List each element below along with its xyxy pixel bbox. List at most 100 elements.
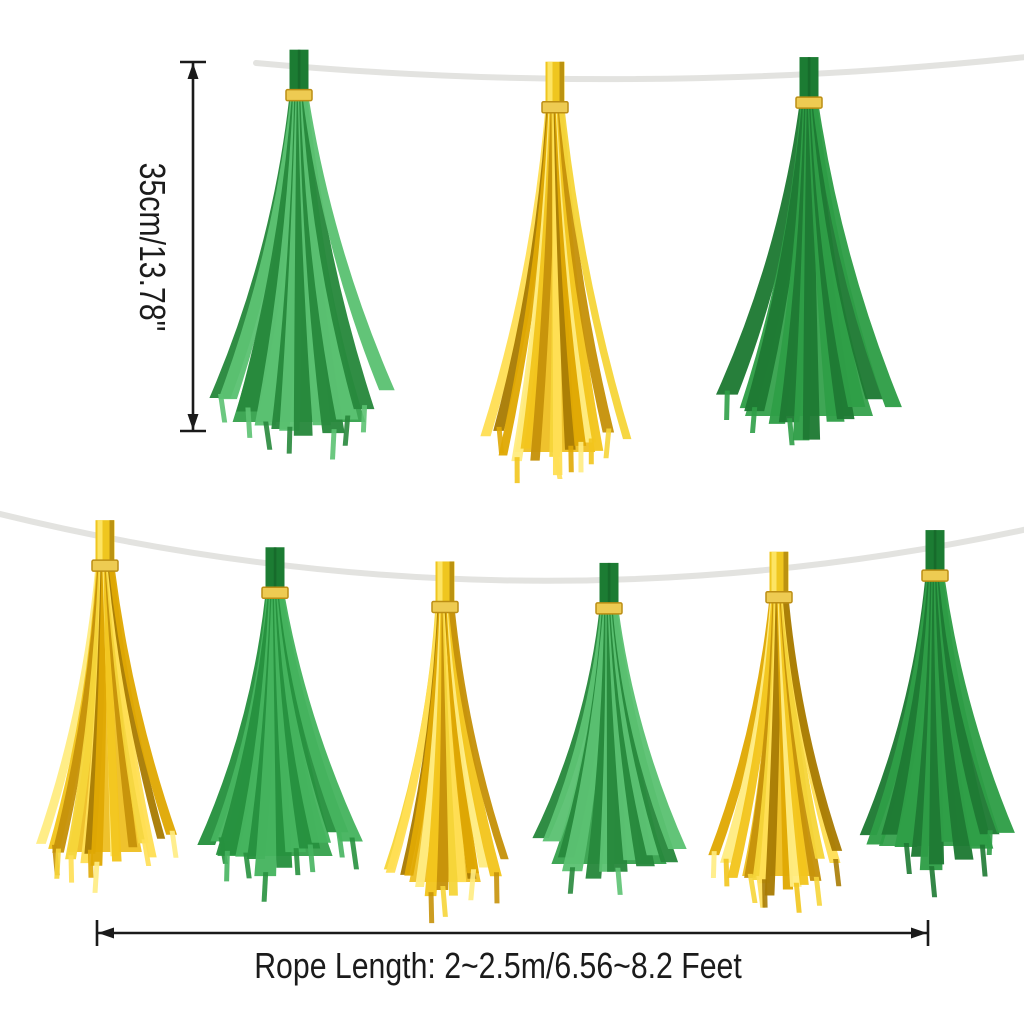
tassel-fringe (360, 405, 368, 433)
tassel-fringe (169, 830, 179, 858)
arrow-up-icon (187, 63, 199, 79)
tassel-fringe (245, 407, 253, 438)
stem-crease (297, 49, 301, 101)
tassel-fringe (724, 390, 730, 420)
rope (0, 510, 1024, 584)
tassel-strand (716, 107, 805, 395)
tassel-fringe (929, 866, 938, 898)
tassel-fringe (307, 844, 316, 873)
tassel-strand (254, 99, 299, 426)
tassel-gold (708, 551, 843, 913)
gold-band (795, 96, 823, 109)
tassel-strand (613, 612, 687, 849)
rope (253, 54, 1024, 83)
tassel-fringe (468, 869, 477, 901)
tassel-fringe (615, 867, 623, 895)
tassel-fringe (349, 837, 359, 870)
tassel-strand (90, 570, 108, 866)
tassel-strand (768, 107, 809, 424)
tassel-fringe (710, 851, 717, 878)
gold-band (595, 602, 623, 615)
tassel-fringe (330, 429, 337, 460)
tassel-fringe (68, 855, 75, 883)
tassel-fringe (979, 844, 988, 877)
tassel-green (209, 49, 395, 460)
tassel-fringe (286, 426, 293, 454)
tassel-fringe (903, 843, 912, 874)
stem-crease (273, 547, 277, 599)
tassel-strand (559, 111, 632, 440)
tassel-fringe (514, 457, 520, 484)
tassel-strand (279, 597, 363, 842)
arrow-down-icon (187, 414, 199, 430)
stem-highlight (771, 551, 777, 603)
tassel-fringe (986, 830, 993, 855)
gold-band (765, 590, 793, 604)
tassel-strand (404, 611, 445, 876)
tassel-strand (783, 601, 843, 851)
tassel-fringe (750, 407, 758, 433)
stem-shadow (449, 561, 454, 613)
vertical-dimension-line (180, 60, 206, 433)
tassel-strand (449, 611, 509, 860)
tassel-fringe (243, 852, 252, 879)
stem-highlight (437, 561, 443, 613)
tassel-fringe (440, 886, 448, 917)
tassel-strand (103, 570, 122, 862)
tassel-strand (424, 611, 447, 897)
tassel-strand (235, 597, 275, 857)
tassel-strand (764, 601, 782, 896)
tassel-fringe (787, 418, 795, 446)
stem-crease (807, 57, 811, 109)
tassel-strand (520, 111, 556, 449)
tassel-green (716, 57, 902, 446)
stem-shadow (109, 520, 114, 572)
tassel-fringe (293, 848, 301, 876)
tassel-gold (480, 61, 632, 484)
gold-band (91, 559, 119, 572)
tassel-fringe (723, 858, 730, 887)
tassel-strand (65, 570, 105, 860)
tassel-strand (744, 107, 808, 412)
tassel-fringe (224, 850, 230, 882)
tassel-strand (109, 570, 177, 835)
tassel-strand (303, 99, 395, 391)
arrow-right-icon (911, 927, 927, 939)
tassel-length-label: 35cm/13.78" (132, 162, 173, 332)
tassel-fringe (603, 428, 612, 459)
tassel-fringe (567, 867, 576, 894)
tassel-strand (511, 111, 555, 462)
tassel-fringe (494, 872, 500, 904)
tassel-fringe (263, 421, 273, 450)
tassel-strand (218, 99, 297, 400)
gold-band (921, 569, 949, 582)
tassel-fringe (54, 848, 61, 879)
tassel-fringe (342, 415, 351, 446)
tassel-fringe (833, 859, 842, 887)
tassel-strand (530, 111, 557, 461)
tassel-fringe (588, 438, 594, 465)
top-garland (209, 49, 1024, 484)
tassel-strand (939, 580, 1015, 833)
stem-shadow (783, 551, 788, 603)
tassel-strand (254, 597, 279, 877)
tassel-strand (813, 107, 902, 408)
tassel-green (532, 562, 687, 895)
tassel-fringe (428, 892, 435, 924)
gold-band (261, 586, 289, 600)
tassel-fringe (92, 861, 100, 893)
gold-band (285, 88, 313, 102)
stem-highlight (97, 520, 103, 572)
tassel-strand (415, 611, 446, 887)
tassel-fringe (578, 441, 584, 473)
bottom-garland (0, 510, 1024, 924)
tassel-gold (36, 520, 179, 893)
gold-band (431, 600, 459, 614)
tassel-strand (562, 612, 609, 872)
tassel-strand (802, 107, 821, 440)
tassel-fringe (261, 872, 269, 902)
tassel-fringe (568, 445, 574, 473)
tassel-fringe (141, 839, 152, 866)
